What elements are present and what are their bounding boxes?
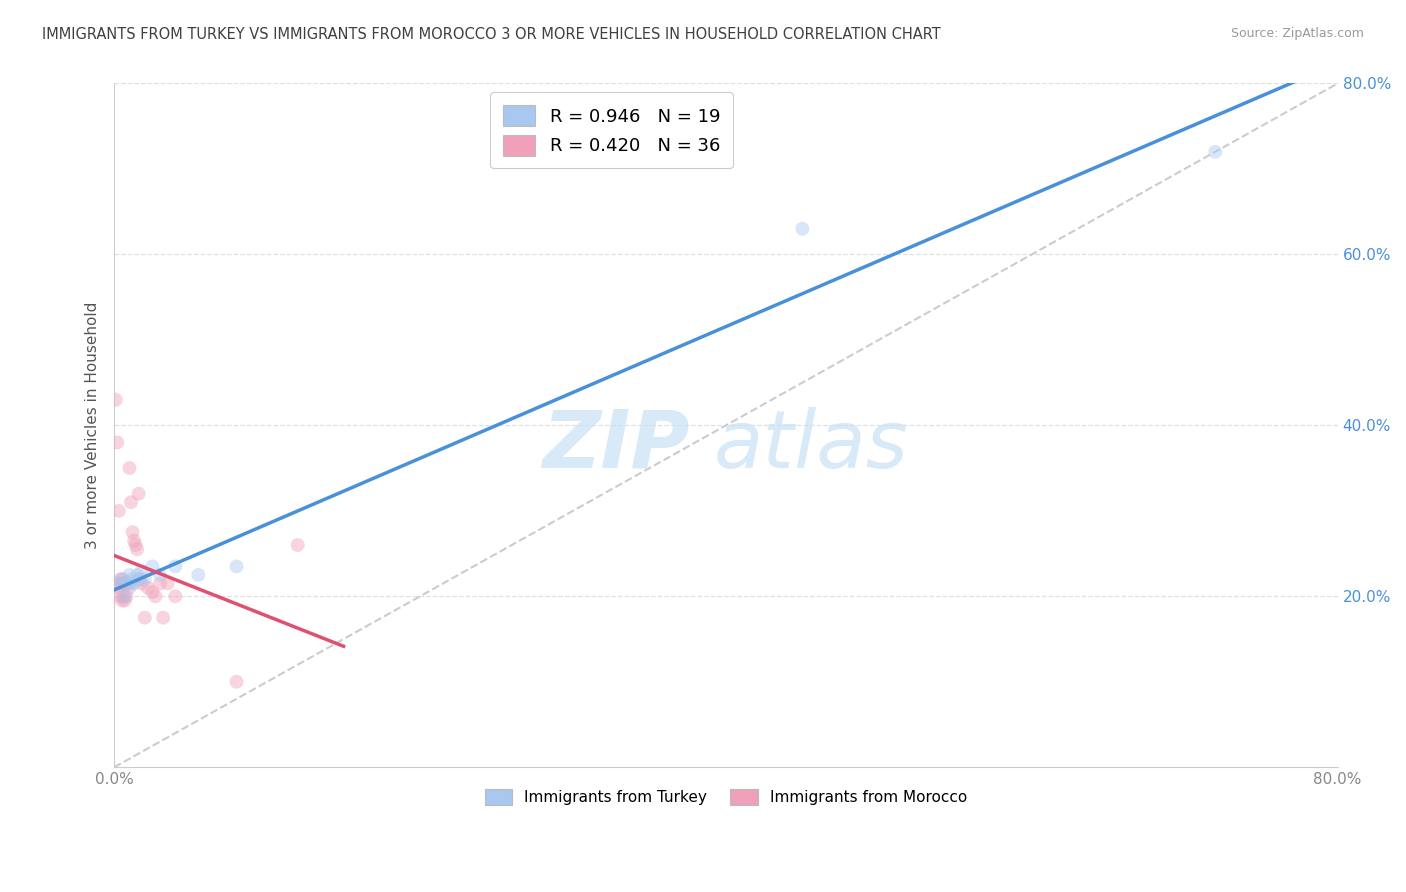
Point [1204, 145, 1226, 159]
Point [131, 576, 153, 591]
Point [115, 576, 138, 591]
Text: atlas: atlas [714, 407, 908, 485]
Point [111, 593, 134, 607]
Point [120, 576, 142, 591]
Point [105, 576, 128, 591]
Text: IMMIGRANTS FROM TURKEY VS IMMIGRANTS FROM MOROCCO 3 OR MORE VEHICLES IN HOUSEHOL: IMMIGRANTS FROM TURKEY VS IMMIGRANTS FRO… [42, 27, 941, 42]
Point [134, 610, 156, 624]
Point [128, 487, 150, 501]
Point [129, 572, 152, 586]
Point [128, 572, 150, 586]
Point [104, 392, 127, 407]
Point [141, 559, 163, 574]
Point [107, 581, 129, 595]
Point [149, 576, 172, 591]
Point [136, 581, 159, 595]
Point [118, 581, 141, 595]
Point [225, 674, 247, 689]
Point [152, 610, 174, 624]
Point [112, 589, 135, 603]
Point [287, 538, 309, 552]
Point [114, 593, 136, 607]
Point [120, 495, 142, 509]
Point [141, 585, 163, 599]
Point [105, 576, 128, 591]
Point [110, 589, 132, 603]
Point [145, 589, 167, 603]
Point [124, 538, 146, 552]
Point [187, 568, 209, 582]
Point [118, 568, 141, 582]
Point [110, 572, 132, 586]
Point [114, 576, 136, 591]
Legend: Immigrants from Turkey, Immigrants from Morocco: Immigrants from Turkey, Immigrants from … [475, 780, 976, 814]
Point [134, 572, 156, 586]
Point [165, 589, 187, 603]
Point [165, 559, 187, 574]
Point [118, 461, 141, 475]
Point [115, 589, 138, 603]
Point [131, 564, 153, 578]
Point [122, 533, 145, 548]
Point [111, 576, 134, 591]
Point [115, 576, 138, 591]
Point [149, 568, 172, 582]
Point [114, 589, 136, 603]
Point [122, 576, 145, 591]
Point [111, 572, 134, 586]
Point [105, 435, 128, 450]
Point [112, 572, 135, 586]
Point [127, 568, 149, 582]
Point [121, 525, 143, 540]
Point [107, 504, 129, 518]
Point [127, 542, 149, 557]
Y-axis label: 3 or more Vehicles in Household: 3 or more Vehicles in Household [86, 301, 100, 549]
Point [225, 559, 247, 574]
Point [156, 576, 179, 591]
Point [792, 221, 814, 235]
Point [117, 576, 139, 591]
Text: ZIP: ZIP [541, 407, 689, 485]
Text: Source: ZipAtlas.com: Source: ZipAtlas.com [1230, 27, 1364, 40]
Point [121, 572, 143, 586]
